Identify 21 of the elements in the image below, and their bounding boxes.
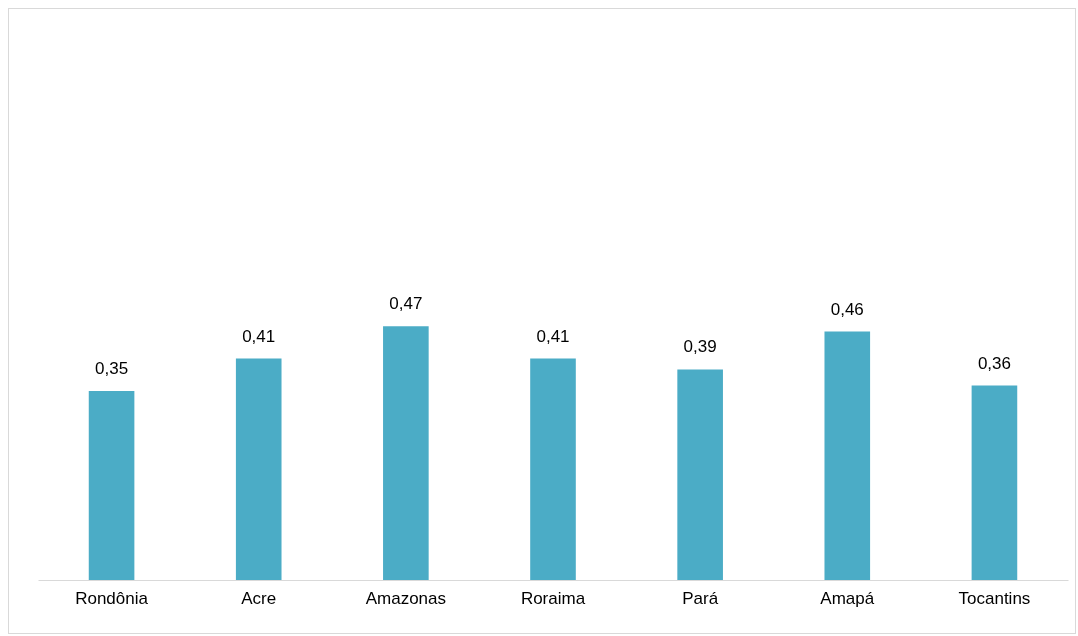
bar xyxy=(530,358,576,580)
x-tick-label: Pará xyxy=(682,588,719,608)
data-label: 0,35 xyxy=(95,359,129,378)
data-label: 0,36 xyxy=(977,353,1011,373)
bar xyxy=(235,358,282,580)
bar xyxy=(971,385,1018,580)
bar xyxy=(88,391,135,580)
x-tick-label: Roraima xyxy=(520,588,586,608)
x-tick-label: Amazonas xyxy=(365,588,447,608)
data-label: 0,41 xyxy=(242,326,276,346)
data-label: 0,47 xyxy=(389,294,423,314)
data-label: 0,39 xyxy=(683,337,717,357)
x-tick-label: Acre xyxy=(241,588,277,608)
bar xyxy=(677,369,723,580)
bar xyxy=(824,331,871,580)
bar xyxy=(383,326,429,580)
x-tick-label: Tocantins xyxy=(958,588,1031,608)
x-tick-label: Amapá xyxy=(820,588,875,608)
data-label: 0,41 xyxy=(536,326,570,346)
data-label: 0,46 xyxy=(830,299,864,319)
x-tick-label: Rondônia xyxy=(75,588,149,608)
